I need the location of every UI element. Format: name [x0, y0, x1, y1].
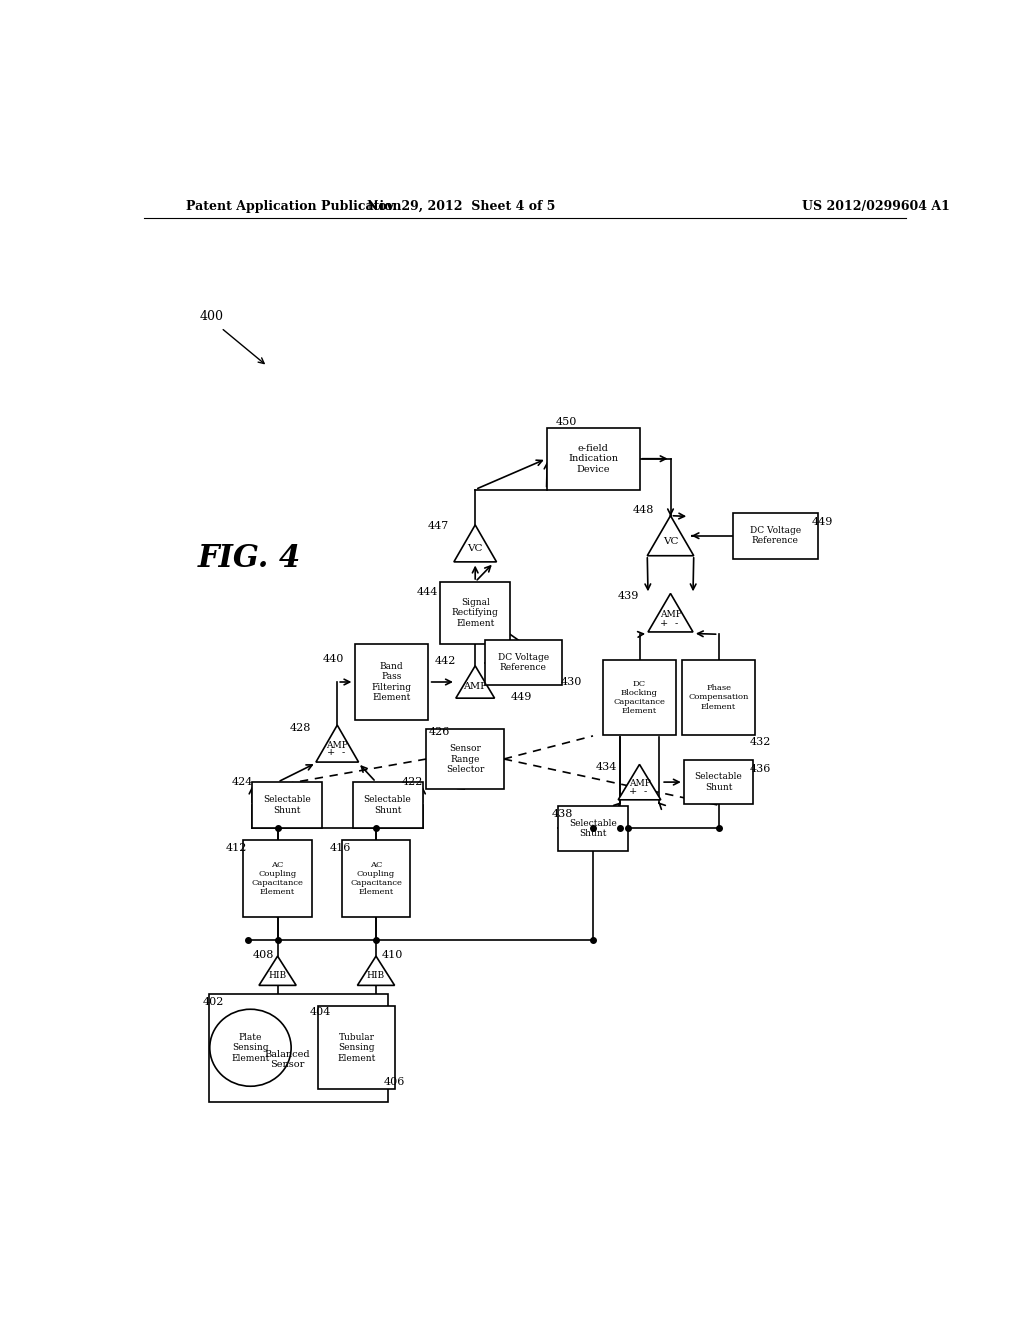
- Text: Tubular
Sensing
Element: Tubular Sensing Element: [338, 1032, 376, 1063]
- Text: AMP: AMP: [463, 682, 487, 692]
- Text: AC
Coupling
Capacitance
Element: AC Coupling Capacitance Element: [252, 861, 303, 896]
- Text: 430: 430: [560, 677, 582, 686]
- Text: Selectable
Shunt: Selectable Shunt: [364, 796, 412, 814]
- Text: 428: 428: [290, 723, 310, 733]
- Text: 400: 400: [200, 310, 224, 323]
- FancyBboxPatch shape: [484, 640, 562, 685]
- Text: Nov. 29, 2012  Sheet 4 of 5: Nov. 29, 2012 Sheet 4 of 5: [367, 199, 555, 213]
- Polygon shape: [454, 525, 497, 562]
- Text: AMP: AMP: [659, 610, 681, 619]
- FancyBboxPatch shape: [684, 760, 754, 804]
- Text: 426: 426: [429, 727, 451, 737]
- Text: Selectable
Shunt: Selectable Shunt: [263, 796, 310, 814]
- Text: 434: 434: [596, 762, 616, 772]
- Text: -: -: [342, 748, 345, 758]
- Polygon shape: [618, 764, 660, 800]
- Polygon shape: [259, 956, 296, 985]
- Text: Phase
Compensation
Element: Phase Compensation Element: [688, 684, 749, 710]
- Polygon shape: [357, 956, 394, 985]
- Text: 436: 436: [750, 764, 771, 774]
- Text: 406: 406: [384, 1077, 406, 1088]
- Text: AC
Coupling
Capacitance
Element: AC Coupling Capacitance Element: [350, 861, 402, 896]
- FancyBboxPatch shape: [209, 994, 388, 1102]
- Text: 432: 432: [750, 737, 771, 747]
- FancyBboxPatch shape: [244, 840, 311, 917]
- Text: +: +: [660, 619, 669, 628]
- Text: 448: 448: [633, 506, 654, 515]
- FancyBboxPatch shape: [547, 428, 640, 490]
- Text: DC Voltage
Reference: DC Voltage Reference: [498, 653, 549, 672]
- Text: Sensor
Range
Selector: Sensor Range Selector: [445, 744, 484, 774]
- Text: AMP: AMP: [327, 741, 348, 750]
- Text: -: -: [675, 619, 678, 628]
- Text: +: +: [629, 787, 637, 796]
- Polygon shape: [456, 665, 495, 698]
- Text: HIB: HIB: [268, 970, 287, 979]
- Text: 439: 439: [617, 591, 639, 601]
- Text: 404: 404: [309, 1007, 331, 1016]
- Text: 449: 449: [511, 693, 532, 702]
- Text: FIG. 4: FIG. 4: [198, 544, 301, 574]
- Text: 438: 438: [551, 809, 572, 820]
- Polygon shape: [648, 594, 693, 632]
- Text: 449: 449: [812, 517, 833, 527]
- Text: US 2012/0299604 A1: US 2012/0299604 A1: [802, 199, 950, 213]
- Polygon shape: [316, 725, 358, 762]
- FancyBboxPatch shape: [732, 512, 818, 558]
- Text: -: -: [644, 787, 647, 796]
- Text: Patent Application Publication: Patent Application Publication: [186, 199, 401, 213]
- FancyBboxPatch shape: [558, 807, 628, 850]
- Text: DC Voltage
Reference: DC Voltage Reference: [750, 525, 801, 545]
- Text: AMP: AMP: [629, 779, 650, 788]
- Text: e-field
Indication
Device: e-field Indication Device: [568, 444, 618, 474]
- Text: 422: 422: [401, 777, 423, 787]
- Text: +: +: [327, 748, 335, 758]
- Text: 416: 416: [330, 842, 351, 853]
- FancyBboxPatch shape: [682, 660, 756, 735]
- Text: 424: 424: [232, 777, 253, 787]
- Text: 440: 440: [323, 653, 344, 664]
- Text: Balanced
Sensor: Balanced Sensor: [264, 1049, 309, 1069]
- FancyBboxPatch shape: [317, 1006, 395, 1089]
- Text: VC: VC: [467, 544, 483, 553]
- Polygon shape: [647, 516, 693, 556]
- Text: DC
Blocking
Capacitance
Element: DC Blocking Capacitance Element: [613, 680, 666, 715]
- Text: 450: 450: [555, 417, 577, 426]
- Text: Band
Pass
Filtering
Element: Band Pass Filtering Element: [372, 661, 412, 702]
- Text: Signal
Rectifying
Element: Signal Rectifying Element: [452, 598, 499, 627]
- Text: Selectable
Shunt: Selectable Shunt: [694, 772, 742, 792]
- Text: 412: 412: [226, 842, 247, 853]
- Text: 410: 410: [381, 949, 402, 960]
- Text: 444: 444: [417, 587, 438, 597]
- FancyBboxPatch shape: [426, 729, 504, 789]
- Text: 442: 442: [435, 656, 457, 667]
- Text: VC: VC: [663, 537, 678, 546]
- FancyBboxPatch shape: [352, 781, 423, 829]
- FancyBboxPatch shape: [252, 781, 322, 829]
- Text: Plate
Sensing
Element: Plate Sensing Element: [231, 1032, 269, 1063]
- Ellipse shape: [210, 1010, 291, 1086]
- Text: 408: 408: [253, 949, 274, 960]
- FancyBboxPatch shape: [354, 644, 428, 719]
- Text: Selectable
Shunt: Selectable Shunt: [569, 818, 616, 838]
- FancyBboxPatch shape: [603, 660, 676, 735]
- Text: HIB: HIB: [367, 970, 385, 979]
- FancyBboxPatch shape: [440, 582, 510, 644]
- FancyBboxPatch shape: [342, 840, 410, 917]
- Text: 447: 447: [427, 521, 449, 532]
- Text: 402: 402: [203, 997, 224, 1007]
